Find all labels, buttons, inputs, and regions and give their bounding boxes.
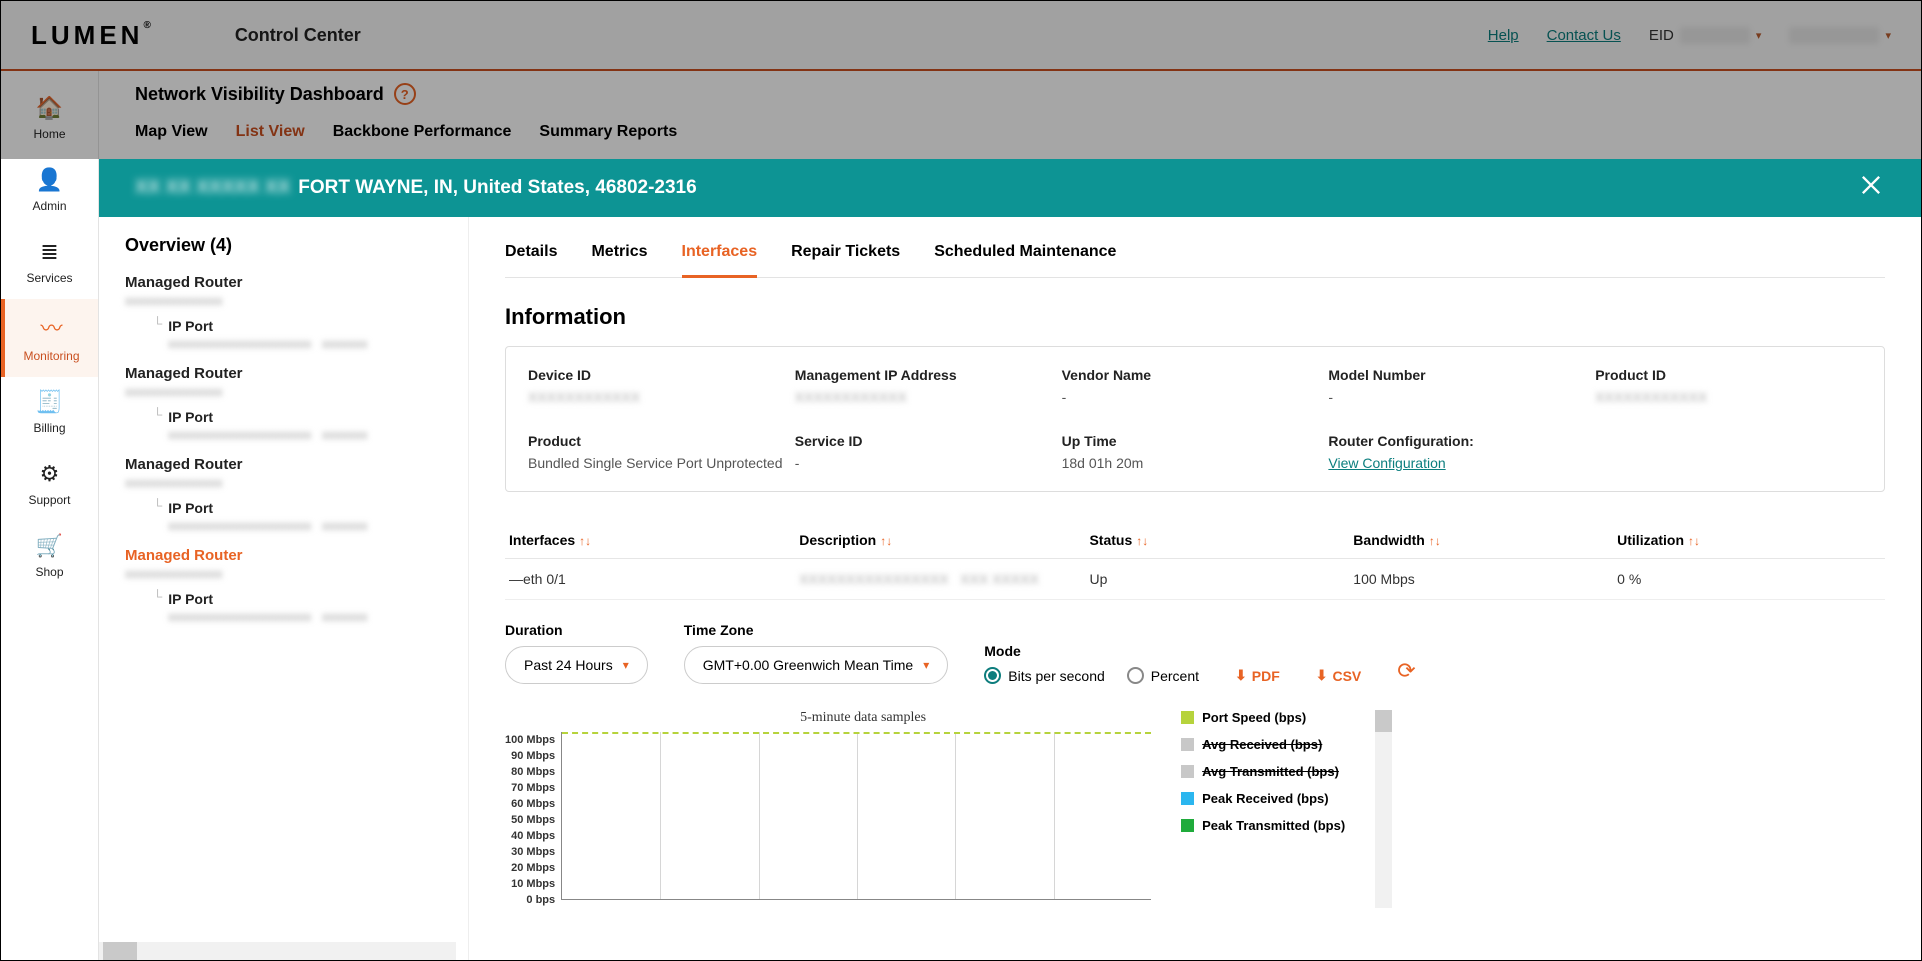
sort-icon[interactable]: ↑↓ [880, 534, 892, 548]
download-pdf[interactable]: ⬇ PDF [1235, 667, 1280, 684]
chart-plot [561, 732, 1151, 900]
info-field-product_id: Product IDXXXXXXXXXXXX [1595, 367, 1862, 405]
page-title: Network Visibility Dashboard [135, 84, 384, 105]
nav-item-admin[interactable]: 👤Admin [1, 155, 98, 227]
nav-item-billing[interactable]: 🧾Billing [1, 377, 98, 449]
sort-icon[interactable]: ↑↓ [579, 534, 591, 548]
nav-icon: ⚙ [1, 461, 98, 487]
detail-tabs: Details Metrics Interfaces Repair Tickets Sc… [505, 237, 1885, 278]
col-status[interactable]: Status↑↓ [1089, 532, 1353, 548]
tree-group[interactable]: Managed Routerxxxxxxxxxxxxxxx└IP Portxxx… [125, 365, 458, 442]
horizontal-scrollbar[interactable] [99, 942, 456, 960]
nav-icon: 〰 [5, 311, 98, 343]
info-field-mgmt_ip: Management IP AddressXXXXXXXXXXXX [795, 367, 1062, 405]
mode-radio-percent[interactable]: Percent [1127, 667, 1199, 684]
info-field-device_id: Device IDXXXXXXXXXXXX [528, 367, 795, 405]
y-axis-labels: 100 Mbps90 Mbps80 Mbps70 Mbps60 Mbps50 M… [505, 732, 561, 908]
subtab-summary-reports[interactable]: Summary Reports [539, 123, 677, 141]
iface-util: 0 % [1617, 571, 1881, 587]
legend-item[interactable]: Peak Transmitted (bps) [1181, 818, 1345, 833]
legend-item[interactable]: Avg Transmitted (bps) [1181, 764, 1345, 779]
location-title: FORT WAYNE, IN, United States, 46802-231… [298, 177, 696, 199]
info-field-router_cfg: Router Configuration:View Configuration [1328, 433, 1595, 471]
left-nav: 🏠Home👤Admin≣Services〰Monitoring🧾Billing⚙… [1, 71, 99, 960]
iface-name: —eth 0/1 [509, 571, 799, 587]
table-row[interactable]: —eth 0/1 XXXXXXXXXXXXXXXX XXX XXXXX Up 1… [505, 559, 1885, 600]
interfaces-table: Interfaces↑↓Description↑↓Status↑↓Bandwid… [505, 522, 1885, 600]
iface-bw: 100 Mbps [1353, 571, 1617, 587]
sub-tabs: Map View List View Backbone Performance Sum… [135, 123, 1885, 141]
view-config-link[interactable]: View Configuration [1328, 455, 1445, 471]
col-interfaces[interactable]: Interfaces↑↓ [509, 532, 799, 548]
chart-legend: Port Speed (bps) Avg Received (bps) Avg Tr… [1181, 710, 1345, 833]
iface-desc: XXXXXXXXXXXXXXXX XXX XXXXX [799, 571, 1089, 587]
tree-group[interactable]: Managed Routerxxxxxxxxxxxxxxx└IP Portxxx… [125, 274, 458, 351]
legend-item[interactable]: Avg Received (bps) [1181, 737, 1345, 752]
col-description[interactable]: Description↑↓ [799, 532, 1089, 548]
sub-header: Network Visibility Dashboard ? Map View L… [99, 71, 1921, 159]
iface-status: Up [1089, 571, 1353, 587]
overview-title: Overview (4) [125, 235, 458, 256]
nav-icon: 🛒 [1, 533, 98, 559]
top-bar: LUMEN® Control Center Help Contact Us EI… [1, 1, 1921, 71]
logo: LUMEN® [31, 20, 155, 51]
col-utilization[interactable]: Utilization↑↓ [1617, 532, 1881, 548]
sort-icon[interactable]: ↑↓ [1136, 534, 1148, 548]
tab-metrics[interactable]: Metrics [591, 237, 647, 277]
legend-item[interactable]: Peak Received (bps) [1181, 791, 1345, 806]
contact-link[interactable]: Contact Us [1547, 27, 1621, 44]
info-field-service_id: Service ID- [795, 433, 1062, 471]
overview-sidebar: Overview (4) Managed Routerxxxxxxxxxxxxx… [99, 217, 469, 960]
tab-scheduled-maintenance[interactable]: Scheduled Maintenance [934, 237, 1116, 277]
brand-subtitle: Control Center [235, 25, 361, 46]
chart-controls: Duration Past 24 Hours▾ Time Zone GMT+0.… [505, 622, 1885, 684]
close-icon[interactable] [1857, 171, 1885, 205]
tree-group[interactable]: Managed Routerxxxxxxxxxxxxxxx└IP Portxxx… [125, 456, 458, 533]
info-box: Device IDXXXXXXXXXXXXManagement IP Addre… [505, 346, 1885, 492]
subtab-list-view[interactable]: List View [236, 123, 305, 141]
eid-dropdown[interactable]: EID XXXXXXX ▾ [1649, 27, 1762, 44]
nav-item-support[interactable]: ⚙Support [1, 449, 98, 521]
tz-label: Time Zone [684, 622, 949, 638]
info-field-product: ProductBundled Single Service Port Unpro… [528, 433, 795, 471]
nav-icon: 👤 [1, 167, 98, 193]
subtab-map-view[interactable]: Map View [135, 123, 208, 141]
tz-dropdown[interactable]: GMT+0.00 Greenwich Mean Time▾ [684, 646, 949, 684]
help-link[interactable]: Help [1488, 27, 1519, 44]
tab-repair-tickets[interactable]: Repair Tickets [791, 237, 900, 277]
refresh-icon[interactable]: ⟳ [1397, 658, 1415, 684]
panel-header: XX XX XXXXX XX FORT WAYNE, IN, United St… [99, 159, 1921, 217]
info-field-model: Model Number- [1328, 367, 1595, 405]
detail-panel: XX XX XXXXX XX FORT WAYNE, IN, United St… [99, 159, 1921, 960]
nav-item-services[interactable]: ≣Services [1, 227, 98, 299]
nav-item-home[interactable]: 🏠Home [1, 83, 98, 155]
chart-title: 5-minute data samples [575, 710, 1151, 726]
legend-item[interactable]: Port Speed (bps) [1181, 710, 1345, 725]
mode-label: Mode [984, 643, 1199, 659]
help-icon[interactable]: ? [394, 83, 416, 105]
nav-icon: 🧾 [1, 389, 98, 415]
user-dropdown[interactable]: XXXXXXXXX ▾ [1789, 27, 1891, 44]
sort-icon[interactable]: ↑↓ [1429, 534, 1441, 548]
mode-radio-bits-per-second[interactable]: Bits per second [984, 667, 1105, 684]
info-title: Information [505, 304, 1885, 330]
nav-item-shop[interactable]: 🛒Shop [1, 521, 98, 593]
col-bandwidth[interactable]: Bandwidth↑↓ [1353, 532, 1617, 548]
sort-icon[interactable]: ↑↓ [1688, 534, 1700, 548]
download-csv[interactable]: ⬇ CSV [1316, 667, 1362, 684]
nav-item-monitoring[interactable]: 〰Monitoring [1, 299, 98, 377]
info-field-uptime: Up Time18d 01h 20m [1062, 433, 1329, 471]
chart: 5-minute data samples 100 Mbps90 Mbps80 … [505, 710, 1151, 908]
tree-group[interactable]: Managed Routerxxxxxxxxxxxxxxx└IP Portxxx… [125, 547, 458, 624]
tab-interfaces[interactable]: Interfaces [682, 237, 758, 278]
subtab-backbone-performance[interactable]: Backbone Performance [333, 123, 512, 141]
nav-icon: 🏠 [1, 95, 98, 121]
duration-dropdown[interactable]: Past 24 Hours▾ [505, 646, 648, 684]
info-field-vendor: Vendor Name- [1062, 367, 1329, 405]
vertical-scrollbar[interactable] [1375, 710, 1392, 908]
tab-details[interactable]: Details [505, 237, 557, 277]
duration-label: Duration [505, 622, 648, 638]
nav-icon: ≣ [1, 239, 98, 265]
